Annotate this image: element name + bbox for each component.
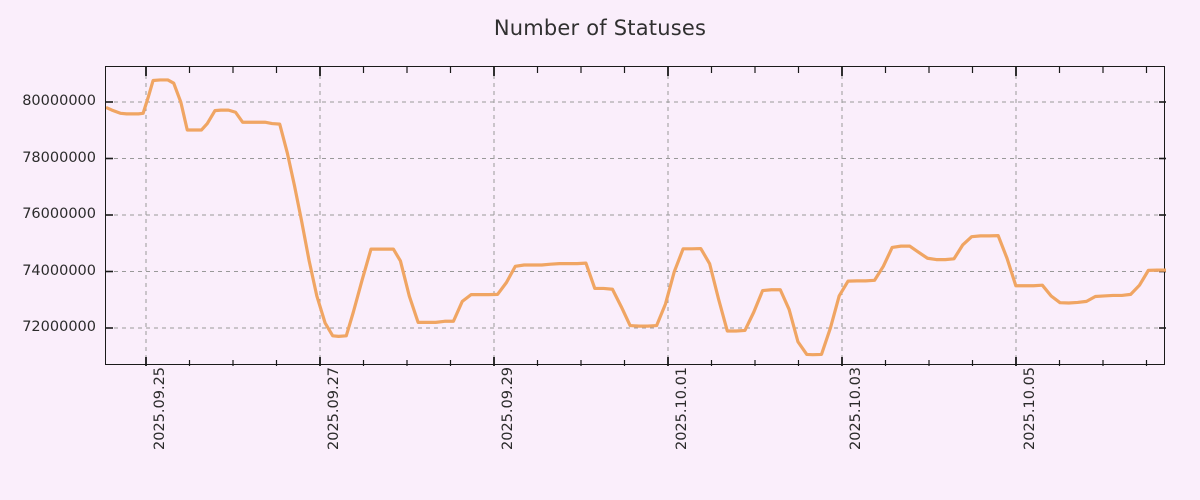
x-tick-label: 2025.09.29	[500, 366, 516, 450]
x-tick-label: 2025.09.27	[326, 366, 342, 450]
x-tick-label: 2025.10.05	[1022, 366, 1038, 450]
y-tick-label: 74000000	[22, 262, 96, 279]
x-tick-label: 2025.10.03	[848, 366, 864, 450]
data-series-line	[106, 78, 1166, 357]
horizontal-gridlines	[106, 101, 1166, 329]
y-axis-ticks	[106, 101, 1166, 329]
y-tick-label: 76000000	[22, 206, 96, 222]
x-axis-ticks	[145, 67, 1148, 366]
y-tick-label: 72000000	[22, 319, 96, 335]
plot-area	[105, 66, 1166, 366]
chart-title: Number of Statuses	[493, 16, 707, 40]
y-axis-tick-labels: 80000000 78000000 76000000 74000000 7200…	[0, 0, 96, 500]
plot-svg	[106, 67, 1166, 366]
vertical-gridlines	[145, 67, 1017, 366]
x-tick-label: 2025.10.01	[674, 366, 690, 450]
x-tick-label: 2025.09.25	[152, 366, 168, 450]
y-tick-label: 80000000	[22, 93, 96, 109]
y-tick-label: 78000000	[22, 149, 96, 166]
